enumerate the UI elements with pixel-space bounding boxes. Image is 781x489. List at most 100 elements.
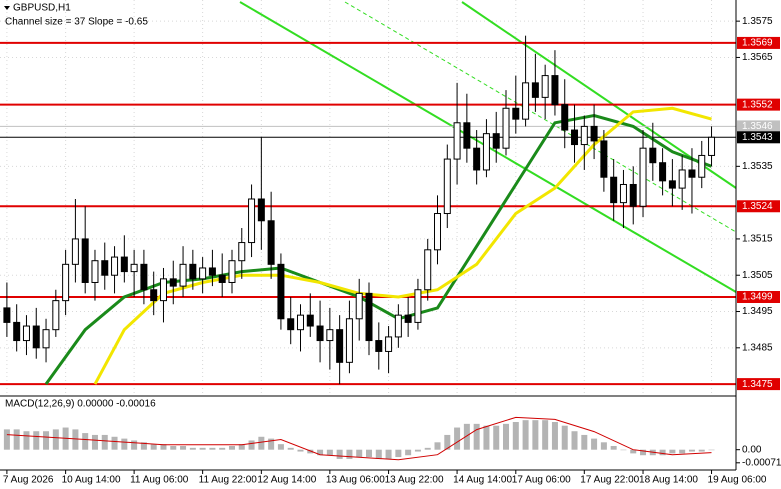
macd-bar xyxy=(170,446,177,450)
macd-bar xyxy=(463,423,470,450)
candle-body xyxy=(492,133,500,149)
level-box xyxy=(737,200,780,213)
macd-bar xyxy=(600,442,607,450)
macd-bar xyxy=(346,449,353,459)
candle-body xyxy=(610,176,618,204)
macd-bar xyxy=(522,420,529,450)
candle-body xyxy=(22,325,30,342)
candle-body xyxy=(541,75,549,98)
candle-body xyxy=(150,289,158,302)
macd-bar xyxy=(258,436,265,450)
macd-bar xyxy=(140,442,147,450)
candles-layer xyxy=(3,35,716,385)
macd-bar xyxy=(101,434,108,450)
candle-body xyxy=(404,314,412,323)
candle-body xyxy=(238,242,246,262)
macd-bar xyxy=(82,433,89,450)
candle-body xyxy=(463,122,471,149)
macd-bar xyxy=(297,449,304,452)
candle-body xyxy=(453,122,461,160)
x-tick-label: 13 Aug 22:00 xyxy=(385,475,444,486)
x-tick-label: 10 Aug 14:00 xyxy=(62,475,121,486)
macd-bar xyxy=(43,431,50,450)
candle-body xyxy=(42,329,50,349)
macd-bar xyxy=(669,449,676,454)
x-tick-label: 11 Aug 22:00 xyxy=(199,475,258,486)
price-box xyxy=(737,131,780,144)
macd-signal xyxy=(6,416,712,461)
candle-body xyxy=(482,133,490,171)
level-label: 1.3475 xyxy=(742,379,773,390)
candle-body xyxy=(101,260,109,276)
moving-average xyxy=(44,113,713,385)
level-box xyxy=(737,36,780,49)
macd-bar xyxy=(131,440,138,450)
candle-body xyxy=(698,154,706,178)
x-tick-label: 14 Aug 14:00 xyxy=(453,475,512,486)
price-label: 1.3546 xyxy=(742,121,773,132)
candle-body xyxy=(394,314,402,338)
candle-body xyxy=(32,325,40,349)
x-tick-label: 17 Aug 06:00 xyxy=(512,475,571,486)
candle-body xyxy=(619,183,627,204)
candle-body xyxy=(434,213,442,251)
macd-bar xyxy=(444,434,451,450)
macd-bar xyxy=(277,444,284,450)
candle-body xyxy=(443,158,451,215)
macd-bar xyxy=(326,449,333,456)
x-tick-label: 17 Aug 22:00 xyxy=(580,475,639,486)
macd-bar xyxy=(620,449,627,451)
candle-body xyxy=(62,263,70,302)
macd-bar xyxy=(405,449,412,456)
macd-bar xyxy=(23,431,30,450)
candle-body xyxy=(248,198,256,244)
candle-body xyxy=(336,329,344,363)
candle-body xyxy=(629,183,637,207)
candle-body xyxy=(81,238,89,283)
candle-body xyxy=(306,314,314,327)
candle-body xyxy=(512,107,520,120)
candle-body xyxy=(414,289,422,323)
candle-body xyxy=(208,267,216,276)
candle-body xyxy=(355,292,363,320)
candle-body xyxy=(659,162,667,182)
candle-body xyxy=(375,340,383,352)
macd-bar xyxy=(238,444,245,450)
candle-body xyxy=(277,263,285,320)
macd-bar xyxy=(688,449,695,452)
macd-bar xyxy=(385,449,392,459)
level-label: 1.3569 xyxy=(742,38,773,49)
candle-body xyxy=(522,82,530,120)
candle-body xyxy=(71,238,79,265)
candle-body xyxy=(649,147,657,164)
candle-body xyxy=(159,278,167,302)
macd-bar xyxy=(72,429,79,450)
macd-bar xyxy=(414,449,421,452)
macd-bar xyxy=(561,425,568,450)
macd-bar xyxy=(493,425,500,450)
candle-body xyxy=(199,267,207,280)
ma-layer xyxy=(44,106,713,385)
candle-body xyxy=(590,125,598,142)
y-tick-label: 1.3485 xyxy=(742,342,773,353)
candle-body xyxy=(424,249,432,291)
macd-bar xyxy=(679,449,686,454)
macd-bar xyxy=(317,449,324,456)
macd-bar xyxy=(503,423,510,450)
candle-body xyxy=(267,220,275,265)
candle-body xyxy=(13,321,21,342)
candle-body xyxy=(169,278,177,287)
moving-average xyxy=(93,106,712,385)
candle-body xyxy=(326,329,334,342)
candle-body xyxy=(639,147,647,207)
candle-body xyxy=(345,318,353,363)
candle-body xyxy=(257,198,265,222)
macd-bar xyxy=(336,449,343,459)
y-tick-label: 0.00 xyxy=(742,444,762,455)
macd-bar xyxy=(52,429,59,450)
candle-body xyxy=(140,263,148,291)
candle-body xyxy=(531,82,539,98)
